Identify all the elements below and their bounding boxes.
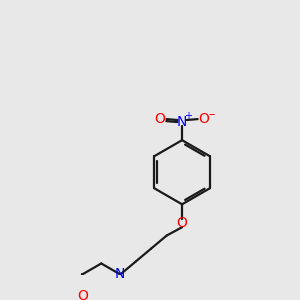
Text: O: O <box>154 112 166 126</box>
Text: N: N <box>115 268 125 281</box>
Text: O: O <box>199 112 209 126</box>
Text: O: O <box>177 216 188 230</box>
Text: –: – <box>208 108 214 121</box>
Text: O: O <box>77 290 88 300</box>
Text: +: + <box>184 111 192 122</box>
Text: N: N <box>177 115 187 129</box>
